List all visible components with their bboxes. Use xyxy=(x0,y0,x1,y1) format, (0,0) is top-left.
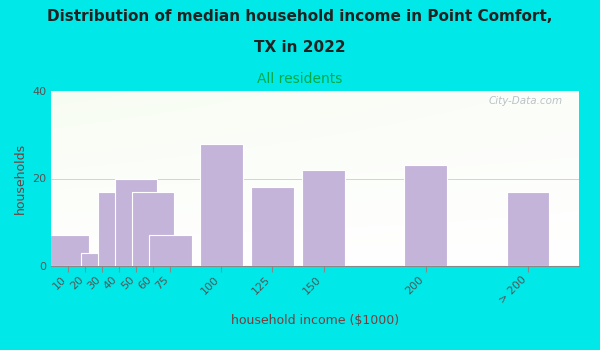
Bar xyxy=(115,178,157,266)
Text: City-Data.com: City-Data.com xyxy=(489,96,563,106)
Y-axis label: households: households xyxy=(13,143,26,214)
Bar xyxy=(132,192,175,266)
Bar xyxy=(47,235,89,266)
Bar xyxy=(506,192,549,266)
Bar xyxy=(200,144,242,266)
Text: All residents: All residents xyxy=(257,72,343,86)
Bar xyxy=(404,166,447,266)
Bar xyxy=(302,170,345,266)
Text: Distribution of median household income in Point Comfort,: Distribution of median household income … xyxy=(47,9,553,24)
X-axis label: household income ($1000): household income ($1000) xyxy=(231,314,399,327)
Bar xyxy=(149,235,191,266)
Bar xyxy=(251,187,294,266)
Text: TX in 2022: TX in 2022 xyxy=(254,40,346,55)
Bar xyxy=(81,253,124,266)
Bar xyxy=(98,192,140,266)
